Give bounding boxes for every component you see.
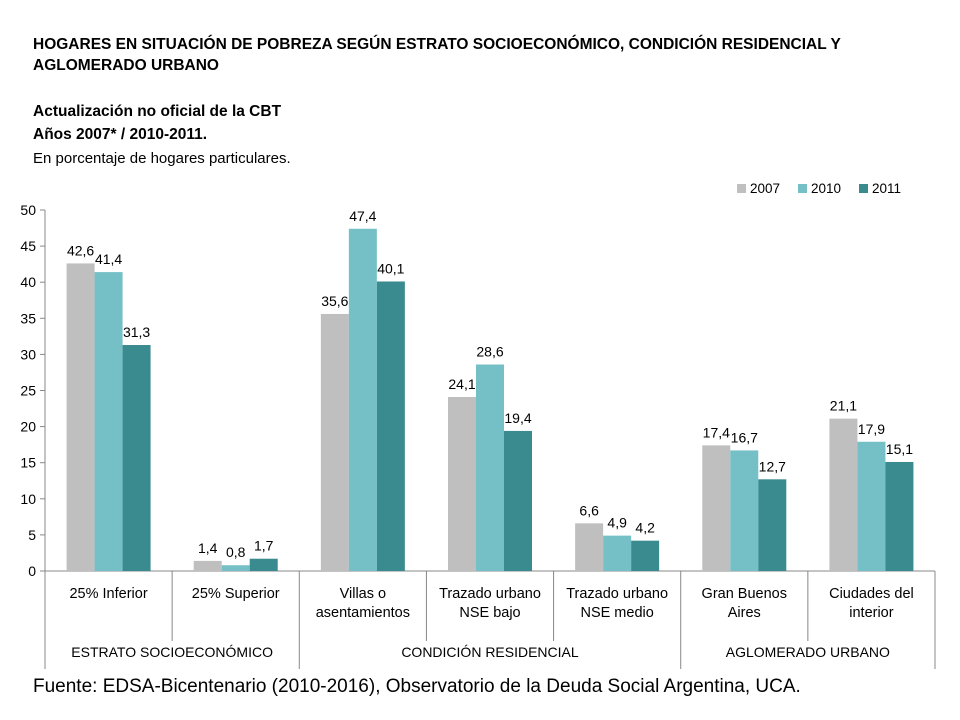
- y-tick-label: 50: [20, 202, 36, 218]
- x-group-label: AGLOMERADO URBANO: [726, 644, 890, 660]
- bar-2007: [702, 445, 731, 571]
- legend-label: 2010: [811, 181, 841, 196]
- bar-2011: [504, 430, 532, 571]
- x-category-label: Villas o: [340, 586, 386, 602]
- x-group-label: CONDICIÓN RESIDENCIAL: [401, 644, 579, 660]
- y-tick-label: 45: [20, 238, 36, 254]
- y-tick-label: 15: [20, 455, 36, 471]
- bar-2010: [730, 450, 759, 571]
- legend-swatch-2007: [737, 184, 746, 193]
- y-tick-label: 5: [28, 527, 36, 543]
- bar-value-label: 4,9: [607, 515, 627, 531]
- y-tick-label: 40: [20, 274, 36, 290]
- legend-swatch-2011: [859, 184, 868, 193]
- bar-2011: [631, 540, 660, 571]
- bar-value-label: 6,6: [579, 502, 599, 518]
- x-category-label: Trazado urbano: [566, 586, 668, 602]
- bar-value-label: 0,8: [226, 544, 246, 560]
- subtitle-line-1: Actualización no oficial de la CBT: [33, 103, 282, 120]
- y-tick-label: 35: [20, 310, 36, 326]
- legend-swatch-2010: [798, 184, 807, 193]
- bar-value-label: 17,9: [858, 421, 885, 437]
- bar-value-label: 1,4: [198, 540, 218, 556]
- bar-2007: [193, 560, 222, 571]
- chart-subtitle: Actualización no oficial de la CBT Años …: [33, 100, 281, 146]
- x-category-label: asentamientos: [316, 605, 410, 621]
- bar-2011: [376, 281, 405, 571]
- bar-2010: [476, 364, 504, 571]
- bar-value-label: 1,7: [254, 538, 274, 554]
- x-category-label: NSE medio: [580, 605, 653, 621]
- x-category-label: interior: [849, 605, 893, 621]
- x-category-label: Gran Buenos: [702, 586, 787, 602]
- bar-2011: [758, 479, 787, 571]
- bar-2011: [122, 345, 151, 571]
- bar-value-label: 41,4: [95, 251, 122, 267]
- bar-value-label: 19,4: [504, 410, 531, 426]
- bar-2010: [221, 565, 250, 571]
- x-group-label: ESTRATO SOCIOECONÓMICO: [71, 644, 273, 660]
- y-tick-label: 0: [28, 563, 36, 579]
- bar-value-label: 15,1: [886, 441, 913, 457]
- x-category-label: Ciudades del: [829, 586, 914, 602]
- y-tick-label: 30: [20, 346, 36, 362]
- x-category-label: 25% Superior: [192, 586, 280, 602]
- bar-value-label: 17,4: [703, 424, 730, 440]
- bar-2007: [829, 418, 858, 571]
- bar-value-label: 12,7: [759, 458, 786, 474]
- bar-2010: [603, 535, 632, 571]
- legend-label: 2011: [872, 181, 901, 196]
- bar-2007: [320, 313, 349, 571]
- bar-2011: [885, 461, 914, 571]
- bar-value-label: 35,6: [321, 293, 348, 309]
- bar-value-label: 28,6: [476, 344, 503, 360]
- bar-2011: [249, 558, 278, 571]
- bar-value-label: 16,7: [731, 429, 758, 445]
- bar-value-label: 40,1: [377, 260, 404, 276]
- x-category-label: NSE bajo: [459, 605, 520, 621]
- x-category-label: Trazado urbano: [439, 586, 541, 602]
- bar-2007: [66, 263, 95, 571]
- source-note: Fuente: EDSA-Bicentenario (2010-2016), O…: [33, 676, 801, 697]
- unit-note: En porcentaje de hogares particulares.: [33, 150, 291, 167]
- y-tick-label: 10: [20, 491, 36, 507]
- bar-2010: [857, 441, 886, 571]
- bar-2010: [348, 228, 377, 571]
- x-category-label: 25% Inferior: [69, 586, 147, 602]
- chart-title: HOGARES EN SITUACIÓN DE POBREZA SEGÚN ES…: [33, 36, 841, 74]
- bar-2007: [575, 523, 604, 571]
- bar-2007: [448, 396, 476, 571]
- bar-value-label: 24,1: [448, 376, 475, 392]
- bar-value-label: 31,3: [123, 324, 150, 340]
- bar-value-label: 47,4: [349, 208, 376, 224]
- bar-2010: [94, 272, 123, 571]
- y-tick-label: 20: [20, 419, 36, 435]
- bar-value-label: 21,1: [830, 398, 857, 414]
- subtitle-line-2: Años 2007* / 2010-2011.: [33, 126, 208, 143]
- bar-value-label: 42,6: [67, 242, 94, 258]
- bar-value-label: 4,2: [635, 520, 655, 536]
- y-tick-label: 25: [20, 383, 36, 399]
- x-category-label: Aires: [728, 605, 761, 621]
- legend-label: 2007: [750, 181, 780, 196]
